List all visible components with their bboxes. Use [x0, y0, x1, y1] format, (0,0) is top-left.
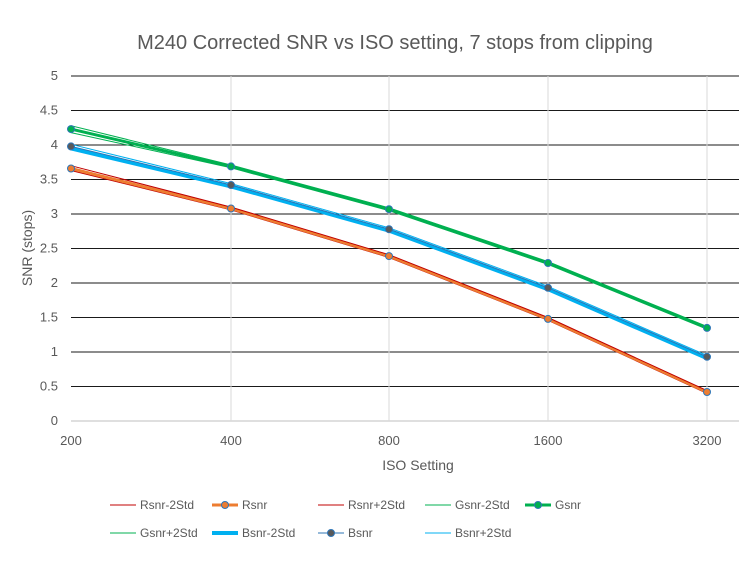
- x-tick-label: 1600: [534, 433, 563, 448]
- legend-label: Gsnr+2Std: [140, 526, 198, 540]
- data-point-rsnr: [227, 204, 235, 213]
- legend-item-gsnr-2std: Gsnr-2Std: [425, 498, 510, 512]
- legend-marker: [221, 501, 229, 509]
- data-point-rsnr: [385, 252, 393, 261]
- y-tick-label: 3: [51, 206, 58, 221]
- legend-item-bsnr-2std: Bsnr+2Std: [425, 526, 511, 540]
- y-tick-label: 3.5: [40, 172, 58, 187]
- data-point-gsnr: [227, 162, 235, 171]
- y-tick-label: 0.5: [40, 379, 58, 394]
- legend-label: Gsnr-2Std: [455, 498, 510, 512]
- y-tick-label: 5: [51, 68, 58, 83]
- data-point-bsnr: [227, 181, 235, 189]
- data-point-gsnr: [703, 323, 711, 332]
- legend-item-bsnr-2std: Bsnr-2Std: [212, 526, 295, 540]
- y-tick-label: 1: [51, 344, 58, 359]
- legend-label: Bsnr: [348, 526, 373, 540]
- y-gridlines: [71, 75, 739, 422]
- data-point-rsnr: [67, 164, 75, 173]
- legend-label: Rsnr-2Std: [140, 498, 194, 512]
- y-tick-label: 1.5: [40, 310, 58, 325]
- legend-label: Bsnr-2Std: [242, 526, 295, 540]
- data-point-bsnr: [544, 283, 552, 292]
- data-point-gsnr: [544, 259, 552, 267]
- series-layer: [67, 125, 711, 396]
- x-tick-labels: 200 400 800 1600 3200: [60, 433, 721, 448]
- y-tick-label: 0: [51, 413, 58, 428]
- legend-label: Bsnr+2Std: [455, 526, 511, 540]
- y-tick-label: 4: [51, 137, 58, 152]
- data-point-bsnr: [385, 225, 393, 234]
- y-axis-label: SNR (stops): [19, 210, 35, 286]
- x-axis-label: ISO Setting: [382, 457, 454, 473]
- y-tick-label: 2: [51, 275, 58, 290]
- x-gridlines: [230, 76, 708, 421]
- y-tick-label: 2.5: [40, 241, 58, 256]
- data-point-bsnr: [67, 142, 75, 151]
- data-point-gsnr: [385, 205, 393, 214]
- legend-item-rsnr-2std: Rsnr+2Std: [318, 498, 405, 512]
- legend: Rsnr-2Std Rsnr Rsnr+2Std Gsnr-2Std Gsnr Gsnr+…: [110, 498, 581, 540]
- x-tick-label: 800: [378, 433, 400, 448]
- data-point-bsnr: [703, 352, 711, 361]
- legend-item-bsnr: Bsnr: [318, 526, 373, 540]
- data-point-rsnr: [544, 314, 552, 323]
- legend-label: Rsnr+2Std: [348, 498, 405, 512]
- legend-item-rsnr: Rsnr: [212, 498, 267, 512]
- data-point-rsnr: [703, 388, 711, 396]
- y-tick-label: 4.5: [40, 103, 58, 118]
- legend-marker: [327, 529, 335, 537]
- x-tick-label: 200: [60, 433, 82, 448]
- legend-marker: [534, 501, 542, 509]
- chart-title: M240 Corrected SNR vs ISO setting, 7 sto…: [137, 32, 653, 54]
- legend-item-gsnr: Gsnr: [525, 498, 581, 512]
- legend-label: Rsnr: [242, 498, 267, 512]
- data-point-gsnr: [67, 125, 75, 134]
- legend-item-gsnr-2std: Gsnr+2Std: [110, 526, 198, 540]
- x-tick-label: 400: [220, 433, 242, 448]
- y-tick-labels: 0 0.5 1 1.5 2 2.5 3 3.5 4 4.5 5: [40, 68, 58, 428]
- legend-label: Gsnr: [555, 498, 581, 512]
- x-tick-label: 3200: [693, 433, 722, 448]
- legend-item-rsnr-2std: Rsnr-2Std: [110, 498, 194, 512]
